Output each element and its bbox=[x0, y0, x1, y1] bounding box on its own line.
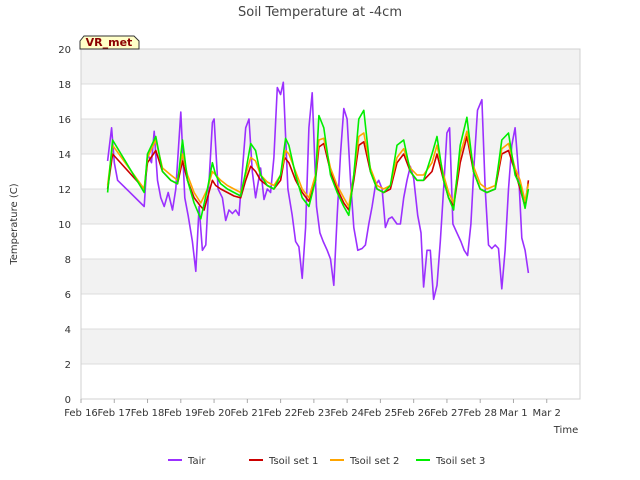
plot-band bbox=[81, 329, 580, 364]
x-tick-label: Feb 16 bbox=[64, 408, 98, 419]
x-tick-label: Feb 25 bbox=[364, 408, 398, 419]
x-tick-label: Feb 18 bbox=[131, 408, 165, 419]
plot-area-border bbox=[80, 48, 581, 400]
series-line-tsoil-set-1 bbox=[106, 135, 530, 211]
y-axis-title: Temperature (C) bbox=[9, 183, 20, 265]
y-tick-labels: 0 2 4 6 8 10 12 14 16 18 20 bbox=[58, 45, 71, 406]
chart-title: Soil Temperature at -4cm bbox=[238, 5, 402, 20]
x-tick-label: Mar 2 bbox=[533, 408, 561, 419]
y-tick-label: 20 bbox=[58, 45, 71, 56]
x-tick-label: Feb 24 bbox=[330, 408, 364, 419]
x-tick-label: Feb 21 bbox=[231, 408, 265, 419]
x-tick-label: Feb 19 bbox=[164, 408, 198, 419]
legend: Tair Tsoil set 1 Tsoil set 2 Tsoil set 3 bbox=[168, 456, 485, 467]
x-tick-label: Feb 28 bbox=[463, 408, 497, 419]
x-tick-label: Feb 26 bbox=[397, 408, 431, 419]
x-axis-title: Time bbox=[553, 425, 578, 436]
vr-met-badge: VR_met bbox=[79, 35, 140, 50]
legend-label: Tsoil set 3 bbox=[435, 456, 485, 467]
plot-band bbox=[81, 49, 580, 84]
legend-label: Tair bbox=[187, 456, 206, 467]
badge-label: VR_met bbox=[86, 36, 133, 49]
y-tick-label: 18 bbox=[58, 80, 71, 91]
series-line-tair bbox=[106, 81, 530, 301]
x-tick-label: Feb 17 bbox=[97, 408, 131, 419]
x-tick-label: Mar 1 bbox=[499, 408, 527, 419]
y-tick-label: 2 bbox=[65, 360, 71, 371]
y-tick-label: 8 bbox=[65, 255, 71, 266]
legend-label: Tsoil set 2 bbox=[349, 456, 399, 467]
y-tick-label: 16 bbox=[58, 115, 71, 126]
legend-label: Tsoil set 1 bbox=[268, 456, 318, 467]
x-tick-label: Feb 27 bbox=[430, 408, 464, 419]
x-tick-label: Feb 23 bbox=[297, 408, 331, 419]
x-tick-labels: Feb 16 Feb 17 Feb 18 Feb 19 Feb 20 Feb 21 Feb … bbox=[64, 399, 561, 419]
plot-band bbox=[81, 189, 580, 224]
y-tick-label: 10 bbox=[58, 220, 71, 231]
plot-band bbox=[81, 119, 580, 154]
x-tick-label: Feb 20 bbox=[197, 408, 231, 419]
y-tick-label: 14 bbox=[58, 150, 71, 161]
x-tick-label: Feb 22 bbox=[264, 408, 298, 419]
plot-bands bbox=[81, 49, 580, 364]
y-tick-label: 12 bbox=[58, 185, 71, 196]
y-tick-label: 0 bbox=[65, 395, 71, 406]
series-lines bbox=[106, 81, 530, 301]
series-line-tsoil-set-3 bbox=[106, 109, 530, 220]
y-tick-label: 6 bbox=[65, 290, 71, 301]
y-tick-label: 4 bbox=[65, 325, 71, 336]
series-line-tsoil-set-2 bbox=[106, 130, 530, 208]
